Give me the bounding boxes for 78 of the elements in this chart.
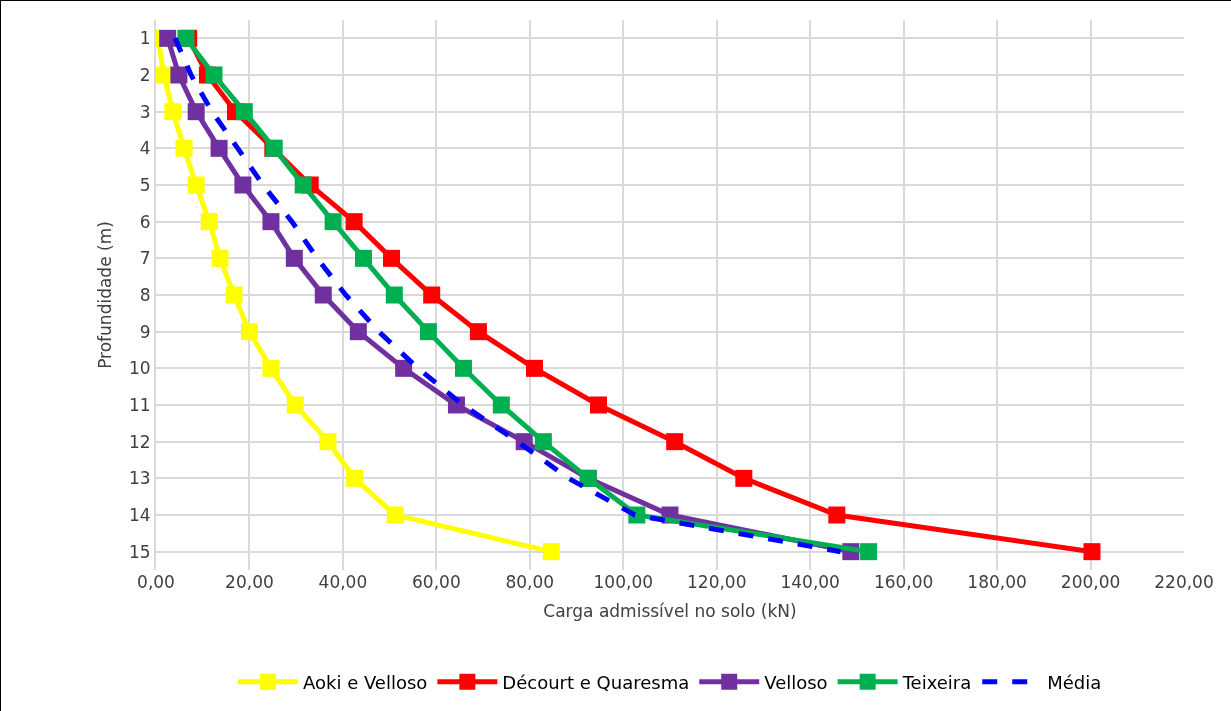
point	[525, 359, 543, 377]
point	[354, 249, 372, 267]
legend-label: Velloso	[764, 671, 828, 693]
point	[590, 396, 608, 414]
point	[828, 506, 846, 524]
point	[324, 213, 342, 231]
point	[419, 323, 437, 341]
point	[175, 139, 193, 157]
y-tick-label: 5	[139, 174, 151, 195]
point	[294, 176, 312, 194]
point	[319, 433, 337, 451]
point	[200, 213, 218, 231]
point	[860, 543, 878, 561]
point	[346, 469, 364, 487]
point	[286, 396, 304, 414]
x-tick-label: 100,00	[593, 572, 654, 592]
point	[542, 543, 560, 561]
point	[240, 323, 258, 341]
y-tick-label: 7	[139, 248, 151, 269]
y-tick-label: 12	[128, 431, 151, 452]
point	[262, 213, 280, 231]
point	[225, 286, 243, 304]
y-tick-label: 2	[139, 64, 151, 85]
point	[234, 176, 252, 194]
legend-label: Teixeira	[901, 671, 972, 693]
y-tick-label: 1	[139, 28, 151, 49]
point	[210, 139, 228, 157]
x-tick-label: 160,00	[873, 572, 934, 592]
point	[492, 396, 510, 414]
point	[469, 323, 487, 341]
point	[235, 103, 253, 121]
y-tick-label: 11	[128, 394, 151, 415]
point	[205, 66, 223, 84]
legend-label: Décourt e Quaresma	[502, 671, 690, 693]
point	[187, 103, 205, 121]
point	[386, 506, 404, 524]
legend-label: Aoki e Velloso	[303, 671, 428, 693]
point	[454, 359, 472, 377]
point	[666, 433, 684, 451]
y-tick-label: 10	[128, 358, 151, 379]
point	[385, 286, 403, 304]
x-tick-label: 60,00	[412, 572, 461, 592]
x-tick-label: 20,00	[225, 572, 274, 592]
y-tick-label: 13	[128, 468, 151, 489]
y-tick-label: 15	[128, 541, 151, 562]
point	[345, 213, 363, 231]
y-tick-label: 6	[139, 211, 151, 232]
x-tick-label: 0,00	[137, 572, 175, 592]
point	[187, 176, 205, 194]
x-tick-label: 220,00	[1154, 572, 1214, 592]
x-tick-label: 140,00	[780, 572, 840, 592]
x-tick-label: 200,00	[1060, 572, 1121, 592]
point	[349, 323, 367, 341]
point	[735, 469, 753, 487]
point	[423, 286, 441, 304]
point	[170, 66, 188, 84]
legend-label: Média	[1047, 671, 1102, 693]
point	[262, 359, 280, 377]
point	[159, 29, 177, 47]
x-tick-label: 40,00	[318, 572, 368, 592]
y-tick-label: 4	[139, 138, 151, 159]
x-tick-label: 180,00	[967, 572, 1027, 592]
y-tick-label: 8	[139, 284, 151, 305]
x-tick-label: 80,00	[505, 572, 555, 592]
y-tick-label: 9	[139, 321, 151, 342]
point	[1083, 543, 1101, 561]
x-axis-title: Carga admissível no solo (kN)	[543, 601, 797, 622]
point	[285, 249, 303, 267]
y-tick-label: 14	[128, 504, 151, 525]
point	[383, 249, 401, 267]
y-tick-label: 3	[139, 101, 151, 122]
point	[211, 249, 229, 267]
point	[534, 433, 552, 451]
y-axis-title: Profundidade (m)	[95, 221, 115, 369]
point	[164, 103, 182, 121]
point	[314, 286, 332, 304]
x-tick-label: 120,00	[686, 572, 747, 592]
point	[395, 359, 413, 377]
